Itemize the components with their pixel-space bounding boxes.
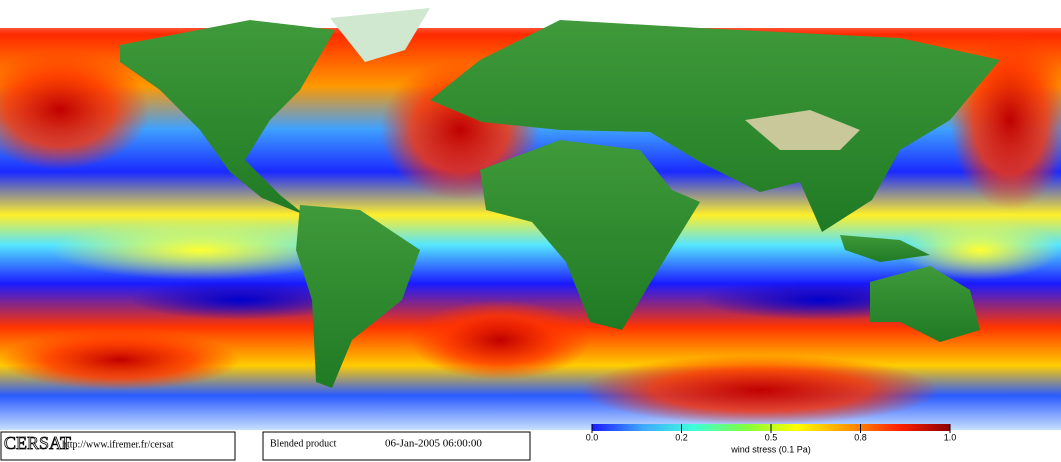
colorbar-label: wind stress (0.1 Pa)	[730, 444, 811, 454]
colorbar-tick-label: 0.8	[854, 432, 867, 442]
colorbar-tick-label: 0.2	[675, 432, 688, 442]
colorbar-tick-label: 0.5	[765, 432, 778, 442]
colorbar-tick-label: 1.0	[944, 432, 957, 442]
colorbar-tick-label: 0.0	[586, 432, 599, 442]
logo: CERSAT	[4, 433, 71, 453]
land	[120, 8, 1000, 388]
product-box	[262, 431, 531, 461]
logo-box	[0, 431, 236, 461]
footer: CERSAT http://www.ifremer.fr/cersat Blen…	[0, 424, 1061, 462]
product-datetime: 06-Jan-2005 06:00:00	[385, 438, 482, 450]
product-name: Blended product	[270, 438, 337, 449]
logo-url[interactable]: http://www.ifremer.fr/cersat	[62, 439, 174, 450]
